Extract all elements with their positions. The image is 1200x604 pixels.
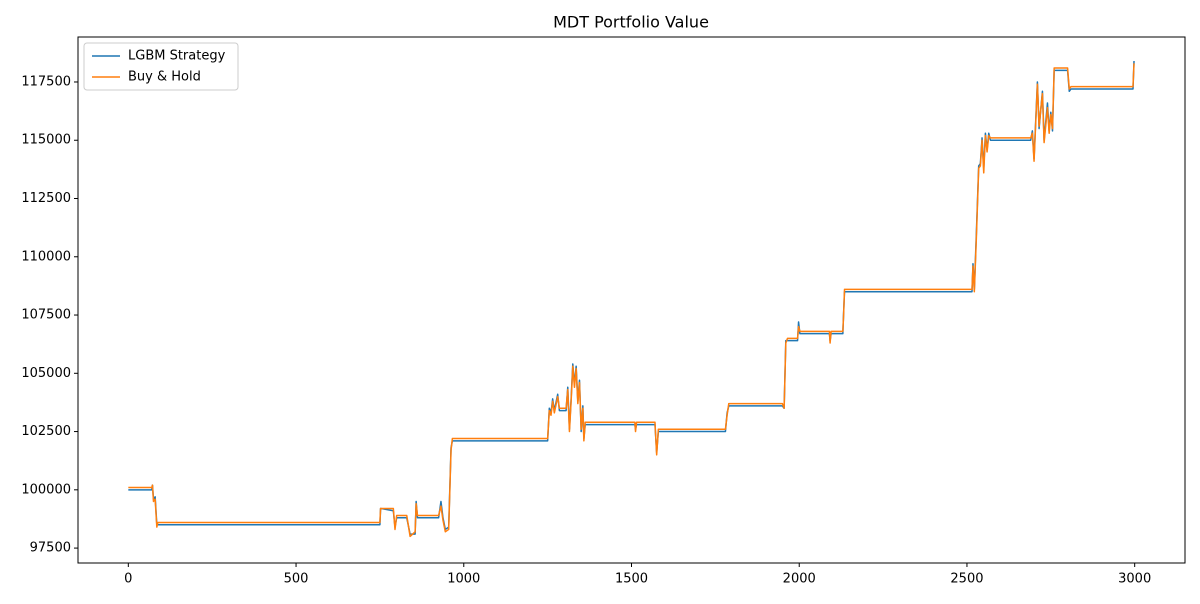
legend-box	[83, 42, 239, 91]
y-tick-label: 100000	[21, 482, 71, 497]
y-tick-label: 117500	[21, 74, 71, 89]
y-tick-label: 110000	[21, 249, 71, 264]
x-tick-label: 3000	[1118, 572, 1151, 587]
y-tick-label: 102500	[21, 424, 71, 439]
x-tick-label: 2000	[783, 572, 816, 587]
y-tick-label: 97500	[30, 541, 71, 556]
x-tick-label: 0	[124, 572, 132, 587]
x-tick-label: 2500	[950, 572, 983, 587]
series-line	[128, 63, 1135, 538]
legend-label: LGBM Strategy	[128, 49, 226, 64]
y-tick-label: 105000	[21, 366, 71, 381]
y-tick-label: 112500	[21, 191, 71, 206]
x-tick-label: 1000	[447, 572, 480, 587]
legend-label: Buy & Hold	[128, 70, 201, 85]
chart-title: MDT Portfolio Value	[553, 13, 709, 32]
x-tick-label: 500	[284, 572, 309, 587]
x-tick-label: 1500	[615, 572, 648, 587]
series-line	[128, 60, 1135, 535]
plot-frame	[77, 36, 1186, 564]
y-tick-label: 107500	[21, 308, 71, 323]
y-tick-label: 115000	[21, 133, 71, 148]
